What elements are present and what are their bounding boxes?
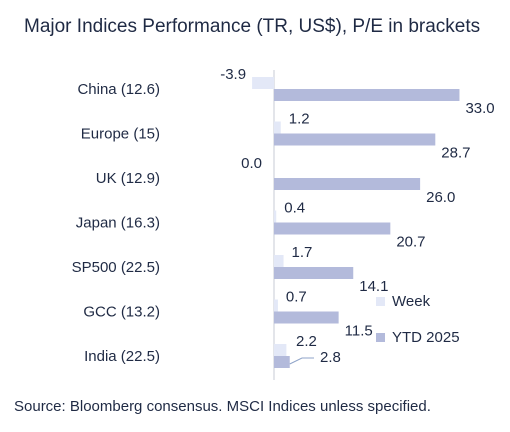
legend-week-swatch [376,297,385,306]
week-value-label: -3.9 [220,66,246,83]
week-bar [274,299,278,312]
week-bar [274,121,281,134]
week-bar [252,77,274,89]
ytd-value-label: 20.7 [396,234,425,251]
week-bar [274,344,287,356]
ytd-value-label: 14.1 [359,278,388,295]
category-label: Europe (15) [81,126,160,143]
category-label: SP500 (22.5) [72,259,160,276]
chart-title: Major Indices Performance (TR, US$), P/E… [24,16,481,37]
legend-week-label: Week [392,293,431,310]
category-label: UK (12.9) [96,170,160,187]
week-value-label: 1.7 [292,244,313,261]
category-label: Japan (16.3) [76,215,160,232]
week-value-label: 2.2 [296,333,317,350]
ytd-bar [274,89,460,101]
week-value-label: 1.2 [289,111,310,128]
ytd-bar [274,311,339,324]
week-bar [274,255,284,267]
ytd-value-label: 33.0 [465,100,494,117]
india-ytd-leader-line [289,357,314,365]
ytd-value-label: 2.8 [320,349,341,366]
legend-ytd-label: YTD 2025 [392,329,460,346]
ytd-value-label: 11.5 [345,323,373,340]
week-value-label: 0.4 [284,200,305,217]
ytd-bar [274,267,354,279]
source-note: Source: Bloomberg consensus. MSCI Indice… [14,398,431,415]
ytd-bar [274,356,290,368]
category-label: India (22.5) [84,348,160,365]
week-bar [274,210,277,223]
legend-ytd-swatch [376,333,385,342]
ytd-value-label: 26.0 [426,189,455,206]
week-value-label: 0.7 [286,289,307,306]
category-label: China (12.6) [77,81,160,98]
ytd-bar [274,133,436,146]
week-value-label: 0.0 [241,155,262,172]
ytd-bar [274,222,391,235]
ytd-bar [274,178,421,190]
ytd-value-label: 28.7 [441,145,470,162]
category-label: GCC (13.2) [83,304,160,321]
